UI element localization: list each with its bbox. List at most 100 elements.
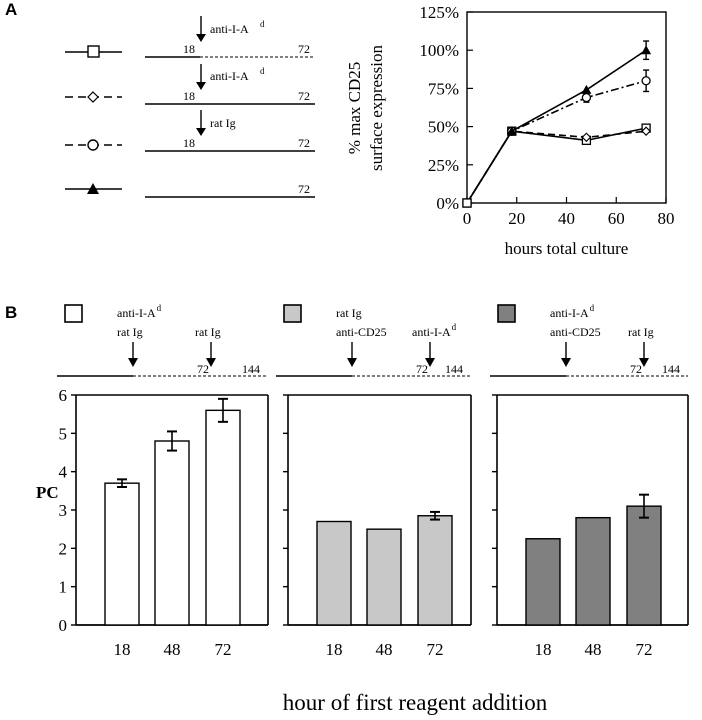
x-tick-label: 18 [535, 640, 552, 659]
x-tick-label: 48 [376, 640, 393, 659]
scheme-4-end: 72 [298, 182, 310, 196]
timeline-144: 144 [242, 362, 260, 376]
y-tick-label: 0 [59, 616, 68, 635]
first-reagent-superscript: d [590, 303, 595, 313]
second-reagent: rat Ig [195, 325, 221, 339]
group-swatch [497, 304, 516, 323]
line-plot-frame [466, 11, 667, 204]
y-tick-label: 5 [59, 424, 68, 443]
legend-square-solid [65, 45, 122, 58]
group-swatch [64, 304, 83, 323]
scheme-row-2: anti-I-A d 18 72 [145, 64, 315, 105]
first-reagent-line-1: anti-I-A [550, 306, 589, 320]
x-tick-label: 18 [114, 640, 131, 659]
second-reagent: rat Ig [628, 325, 654, 339]
x-tick-label: 40 [558, 209, 575, 228]
x-tick-label: 0 [463, 209, 472, 228]
timeline-72: 72 [630, 362, 642, 376]
x-tick-label: 48 [164, 640, 181, 659]
timeline-72: 72 [416, 362, 428, 376]
legend-diamond-dashed [65, 91, 122, 103]
y-tick-label: 4 [59, 463, 68, 482]
group-swatch [283, 304, 302, 323]
data-point-diamond [581, 132, 592, 143]
bar-x-axis-label: hour of first reagent addition [283, 690, 548, 715]
data-point-circle [581, 92, 592, 103]
bar [205, 409, 241, 626]
x-tick-label: 18 [326, 640, 343, 659]
timeline-72: 72 [197, 362, 209, 376]
bar [626, 505, 662, 626]
y-tick-label: 75% [428, 79, 459, 98]
scheme-row-3: rat Ig 18 72 [145, 110, 315, 152]
arrow-head [561, 358, 571, 367]
x-tick-label: 80 [658, 209, 675, 228]
first-reagent-line-2: anti-CD25 [550, 325, 601, 339]
series-line-diamond [466, 130, 647, 204]
scheme-3-start: 18 [183, 136, 195, 150]
arrow-head [206, 358, 216, 367]
x-tick-label: 20 [508, 209, 525, 228]
data-point-circle [641, 76, 651, 86]
first-reagent-superscript: d [157, 303, 162, 313]
bar [316, 520, 352, 626]
scheme-3-reagent: rat Ig [210, 116, 236, 130]
legend-circle-dashed [65, 139, 122, 151]
data-point-triangle [641, 45, 652, 55]
arrow-head [128, 358, 138, 367]
series-line-triangle [466, 49, 647, 204]
first-reagent-line-1: anti-I-A [117, 306, 156, 320]
bar [366, 528, 402, 626]
scheme-row-1: anti-I-A d 18 72 [145, 16, 315, 58]
y-tick-label: 3 [59, 501, 68, 520]
data-point-origin [462, 198, 472, 208]
panel-b-label: B [5, 303, 17, 322]
y-tick-label: 125% [419, 3, 459, 22]
y-tick-label: 6 [59, 386, 68, 405]
scheme-1-end: 72 [298, 42, 310, 56]
line-chart: 0% 25% 50% 75% 100% 125% 0 20 40 60 80 hours total … [345, 3, 675, 258]
y-tick-label: 50% [428, 118, 459, 137]
timeline-144: 144 [662, 362, 680, 376]
scheme-1-start: 18 [183, 42, 195, 56]
first-reagent-line-2: anti-CD25 [336, 325, 387, 339]
series-line-circle [466, 79, 647, 204]
y-tick-label: 25% [428, 156, 459, 175]
scheme-1-reagent: anti-I-A [210, 22, 249, 36]
timeline-144: 144 [445, 362, 463, 376]
arrow-head [347, 358, 357, 367]
first-reagent-line-1: rat Ig [336, 306, 362, 320]
x-tick-label: 48 [585, 640, 602, 659]
panel-a-label: A [5, 0, 17, 19]
legend-triangle-solid [65, 183, 122, 194]
bar-chart: 0 1 2 3 4 5 6 18 48 72 18 48 72 18 48 72 [59, 386, 689, 659]
series-line-square [466, 127, 647, 204]
data-point-triangle [506, 126, 517, 136]
x-tick-label: 60 [608, 209, 625, 228]
x-tick-label: 72 [215, 640, 232, 659]
y-tick-label: 1 [59, 578, 68, 597]
scheme-2-reagent: anti-I-A [210, 69, 249, 83]
second-reagent-superscript: d [452, 322, 457, 332]
x-tick-label: 72 [427, 640, 444, 659]
scheme-1-superscript: d [260, 19, 265, 29]
arrow-head [425, 358, 435, 367]
y-axis-label-line: surface expression [367, 44, 386, 171]
scheme-row-4: 72 [145, 182, 315, 198]
bar [417, 515, 453, 626]
bar [575, 516, 611, 626]
second-reagent: anti-I-A [412, 325, 451, 339]
scheme-2-end: 72 [298, 89, 310, 103]
bar-y-axis-label: PC [36, 483, 59, 502]
y-tick-label: 2 [59, 539, 68, 558]
first-reagent-line-2: rat Ig [117, 325, 143, 339]
bar [525, 538, 561, 626]
data-point-triangle [581, 84, 592, 94]
y-axis-label-line: % max CD25 [345, 62, 364, 155]
bar [104, 482, 140, 626]
arrow-head [639, 358, 649, 367]
y-axis-label: % max CD25 surface expression [345, 44, 386, 171]
scheme-2-superscript: d [260, 66, 265, 76]
